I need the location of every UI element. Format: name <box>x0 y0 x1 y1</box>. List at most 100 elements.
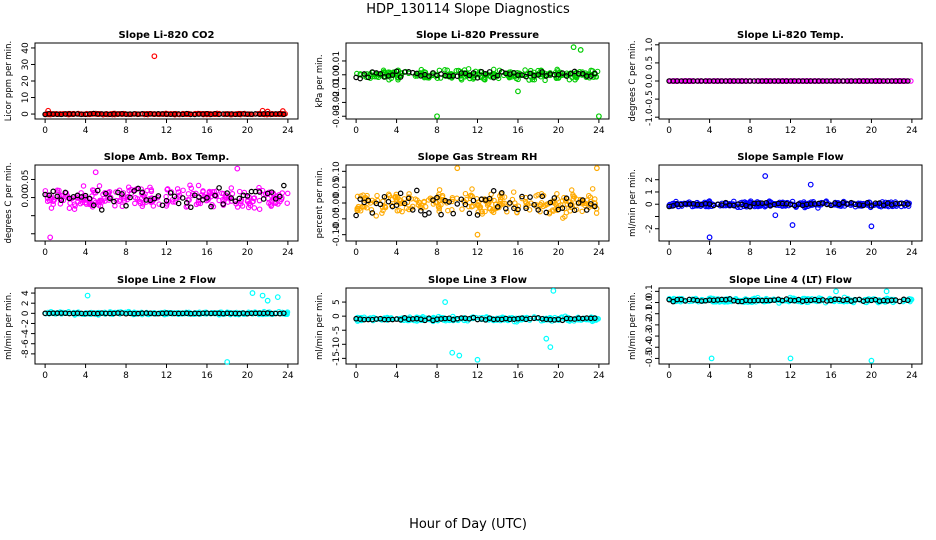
data-point <box>504 209 510 215</box>
mean-point <box>430 70 436 76</box>
mean-point <box>763 199 770 206</box>
panel-title: Slope Li-820 CO2 <box>118 30 214 41</box>
x-tick-label: 16 <box>201 126 213 136</box>
mean-point <box>490 74 497 81</box>
x-tick-label: 8 <box>123 371 129 381</box>
mean-point <box>393 202 400 208</box>
mean-point <box>393 68 400 75</box>
data-point <box>373 213 379 219</box>
data-point <box>482 77 488 83</box>
data-point <box>561 194 567 201</box>
y-axis-label: ml/min per min. <box>628 169 638 237</box>
data-point <box>164 186 171 192</box>
data-point <box>66 205 73 211</box>
mean-point <box>268 189 275 195</box>
data-point <box>554 191 560 197</box>
data-point <box>170 199 176 205</box>
data-point <box>168 189 175 195</box>
x-tick-label: 0 <box>353 248 359 258</box>
mean-point <box>159 202 166 209</box>
mean-point <box>583 207 590 213</box>
panel-1: Slope Li-820 CO2 0 4 8 12 16 20 24 0 10 20 30 40 Lico… <box>4 30 299 136</box>
y-axis-label: ml/min per min. <box>4 292 14 360</box>
mean-point <box>494 72 501 79</box>
y-tick-label: 0.05 <box>332 177 342 197</box>
x-tick-label: 8 <box>434 248 440 258</box>
mean-point <box>50 188 57 195</box>
y-tick-label: -0.1 <box>645 305 655 323</box>
data-point <box>359 203 365 210</box>
figure-title: HDP_130114 Slope Diagnostics <box>366 2 570 17</box>
data-point <box>71 206 78 212</box>
mean-point <box>571 207 578 214</box>
mean-point <box>256 189 263 195</box>
data-point <box>229 190 236 197</box>
y-tick-label: 0.10 <box>332 161 342 181</box>
mean-point <box>281 182 287 189</box>
mean-point <box>357 75 363 82</box>
panel-title: Slope Line 3 Flow <box>428 275 527 286</box>
data-point <box>256 206 263 212</box>
mean-point <box>365 197 372 204</box>
mean-point <box>228 195 235 201</box>
data-point-outlier <box>264 108 271 115</box>
data-point <box>374 197 381 204</box>
y-axis-label: degrees C per min. <box>4 162 14 243</box>
mean-point <box>187 204 194 211</box>
data-point <box>465 66 472 72</box>
x-tick-label: 16 <box>825 371 837 381</box>
x-tick-label: 24 <box>593 126 605 136</box>
mean-point <box>559 205 566 211</box>
mean-point <box>54 193 61 200</box>
data-point-outlier <box>577 47 584 53</box>
data-point <box>577 316 583 323</box>
data-point <box>755 203 761 210</box>
y-tick-label: -10 <box>332 337 342 352</box>
mean-point <box>216 185 222 191</box>
data-point <box>593 74 599 80</box>
mean-point <box>587 201 594 207</box>
mean-point <box>365 74 372 81</box>
mean-point <box>405 195 412 202</box>
data-point-outlier <box>92 169 99 176</box>
mean-point <box>179 195 186 201</box>
data-point-outlier <box>547 344 554 351</box>
mean-point <box>46 192 52 199</box>
mean-point <box>592 70 598 77</box>
data-point-outlier <box>883 288 890 295</box>
mean-point <box>426 73 432 79</box>
data-point <box>210 203 217 210</box>
x-tick-label: 24 <box>282 371 294 381</box>
data-point <box>414 197 420 203</box>
data-point <box>379 210 385 216</box>
data-point <box>467 193 473 199</box>
x-tick-label: 16 <box>825 126 837 136</box>
mean-point <box>523 205 529 212</box>
data-point <box>511 73 518 80</box>
mean-point <box>260 196 267 202</box>
y-tick-label: -0.10 <box>332 223 342 247</box>
x-tick-label: 8 <box>123 126 129 136</box>
mean-point <box>127 194 133 201</box>
data-point <box>185 197 191 203</box>
panel-3: Slope Li-820 Temp. 0 4 8 12 16 20 24 -1.0-0.50.0… <box>628 30 923 136</box>
data-point <box>533 193 539 199</box>
panel-title: Slope Line 4 (LT) Flow <box>729 275 852 286</box>
x-tick-label: 16 <box>512 371 524 381</box>
mean-point <box>135 185 141 192</box>
data-point <box>893 203 900 209</box>
data-point <box>184 203 191 209</box>
mean-point <box>563 73 570 79</box>
data-point <box>175 189 182 195</box>
data-point-outlier <box>787 355 794 362</box>
x-tick-label: 24 <box>282 248 294 258</box>
data-point-outlier <box>706 234 713 241</box>
mean-point <box>592 203 598 210</box>
data-point-outlier <box>772 212 779 219</box>
x-tick-label: 20 <box>553 126 565 136</box>
x-tick-label: 12 <box>785 248 796 258</box>
mean-point <box>535 207 541 213</box>
